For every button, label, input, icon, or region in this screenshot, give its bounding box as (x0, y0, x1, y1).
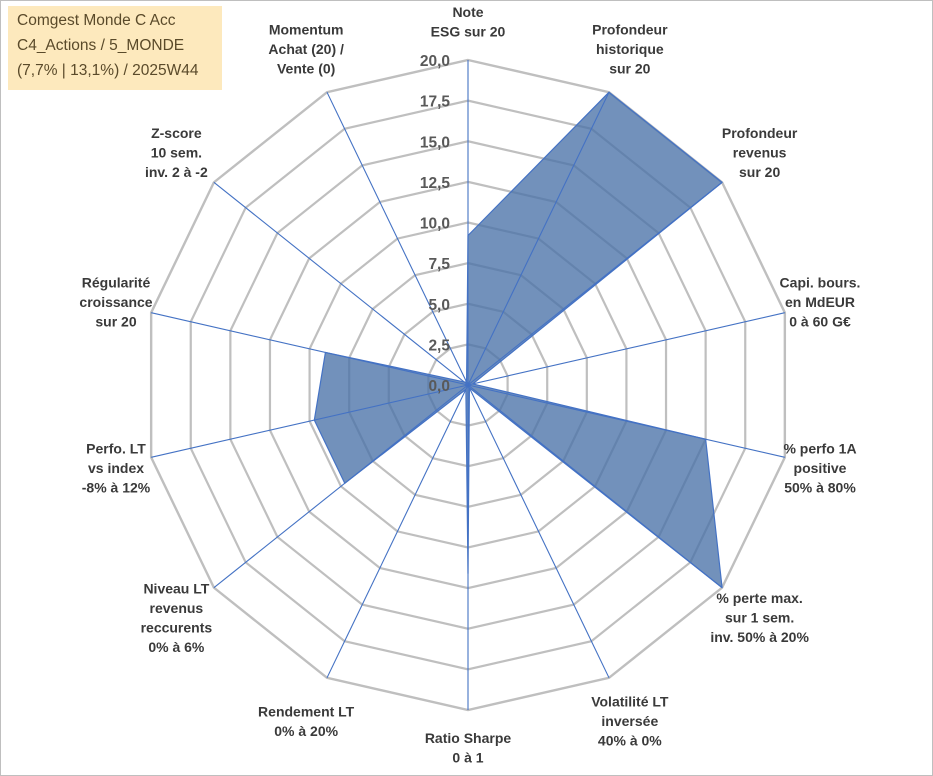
axis-label-13: Z-score 10 sem. inv. 2 à -2 (145, 125, 208, 180)
axis-label-3: Profondeur revenus sur 20 (722, 125, 798, 180)
axis-label-3-line-2: revenus (733, 144, 787, 160)
axis-label-6: % perte max. sur 1 sem. inv. 50% à 20% (710, 590, 809, 645)
spoke-10 (213, 384, 469, 589)
axis-label-6-line-3: inv. 50% à 20% (710, 629, 809, 645)
axis-label-10: Niveau LT revenus reccurents 0% à 6% (141, 580, 213, 655)
axis-label-7-line-3: 40% à 0% (598, 733, 662, 749)
axis-label-14-line-3: Vente (0) (277, 60, 335, 76)
axis-label-14: Momentum Achat (20) / Vente (0) (268, 21, 344, 76)
axis-label-2-line-1: Profondeur (592, 21, 668, 37)
spoke-12 (151, 312, 469, 386)
tick-label-5: 12,5 (420, 175, 451, 192)
spoke-9 (326, 384, 469, 679)
spoke-5 (467, 384, 785, 458)
axis-label-11-line-2: vs index (88, 460, 144, 476)
axis-label-1: Note ESG sur 20 (431, 4, 506, 40)
axis-label-9: Rendement LT 0% à 20% (258, 703, 355, 739)
axis-label-12: Régularité croissance sur 20 (79, 274, 152, 329)
axis-label-10-line-3: reccurents (141, 619, 213, 635)
spoke-6 (467, 384, 723, 589)
tick-label-7: 17,5 (420, 94, 451, 111)
axis-label-5: % perfo 1A positive 50% à 80% (783, 441, 856, 496)
axis-label-6-line-1: % perte max. (716, 590, 802, 606)
title-line-3: (7,7% | 13,1%) / 2025W44 (17, 62, 199, 79)
axis-label-6-line-2: sur 1 sem. (725, 610, 794, 626)
tick-label-3: 7,5 (428, 256, 450, 273)
axis-label-7-line-2: inversée (601, 713, 658, 729)
axis-label-7: Volatilité LT inversée 40% à 0% (591, 694, 669, 749)
axis-label-5-line-1: % perfo 1A (783, 441, 856, 457)
axis-label-7-line-1: Volatilité LT (591, 694, 669, 710)
axis-label-5-line-2: positive (794, 460, 847, 476)
axis-label-10-line-1: Niveau LT (143, 580, 209, 596)
tick-label-1: 2,5 (428, 337, 450, 354)
spoke-7 (467, 384, 610, 679)
axis-label-10-line-2: revenus (150, 600, 204, 616)
axis-label-12-line-1: Régularité (82, 274, 151, 290)
tick-label-0: 0,0 (428, 378, 450, 395)
tick-label-4: 10,0 (420, 216, 450, 233)
tick-label-6: 15,0 (420, 134, 450, 151)
axis-label-3-line-1: Profondeur (722, 125, 798, 141)
axis-label-5-line-3: 50% à 80% (784, 480, 856, 496)
axis-label-12-line-3: sur 20 (95, 313, 136, 329)
axis-label-4-line-1: Capi. bours. (780, 274, 861, 290)
spoke-11 (151, 384, 469, 458)
axis-label-4: Capi. bours. en MdEUR 0 à 60 G€ (780, 274, 861, 329)
spoke-14 (326, 91, 469, 386)
axis-label-3-line-3: sur 20 (739, 164, 780, 180)
axis-label-11-line-3: -8% à 12% (82, 480, 151, 496)
axis-label-2-line-3: sur 20 (609, 60, 650, 76)
axis-label-11-line-1: Perfo. LT (86, 441, 146, 457)
spoke-13 (213, 181, 469, 386)
axis-label-2: Profondeur historique sur 20 (592, 21, 668, 76)
axis-label-10-line-4: 0% à 6% (148, 639, 205, 655)
title-line-2: C4_Actions / 5_MONDE (17, 37, 185, 54)
spoke-4 (467, 312, 785, 386)
axis-label-8-line-1: Ratio Sharpe (425, 730, 512, 746)
spoke-3 (467, 181, 723, 386)
axis-label-9-line-1: Rendement LT (258, 703, 355, 719)
tick-label-8: 20,0 (420, 53, 450, 70)
axis-label-1-line-2: ESG sur 20 (431, 24, 506, 40)
axis-label-14-line-1: Momentum (269, 21, 344, 37)
axis-label-9-line-2: 0% à 20% (274, 723, 338, 739)
axis-label-8-line-2: 0 à 1 (452, 750, 483, 766)
axis-label-14-line-2: Achat (20) / (268, 41, 344, 57)
axis-label-4-line-3: 0 à 60 G€ (789, 313, 851, 329)
title-box: Comgest Monde C Acc C4_Actions / 5_MONDE… (8, 6, 222, 90)
tick-label-2: 5,0 (428, 297, 450, 314)
title-line-1: Comgest Monde C Acc (17, 12, 176, 29)
axis-label-13-line-2: 10 sem. (151, 144, 202, 160)
axis-label-13-line-1: Z-score (151, 125, 202, 141)
spoke-2 (467, 91, 610, 386)
axis-label-1-line-1: Note (452, 4, 483, 20)
axis-label-8: Ratio Sharpe 0 à 1 (425, 730, 512, 766)
axis-label-12-line-2: croissance (79, 294, 152, 310)
axis-label-11: Perfo. LT vs index -8% à 12% (82, 441, 151, 496)
axis-label-2-line-2: historique (596, 41, 664, 57)
axis-label-13-line-3: inv. 2 à -2 (145, 164, 208, 180)
axis-label-4-line-2: en MdEUR (785, 294, 855, 310)
